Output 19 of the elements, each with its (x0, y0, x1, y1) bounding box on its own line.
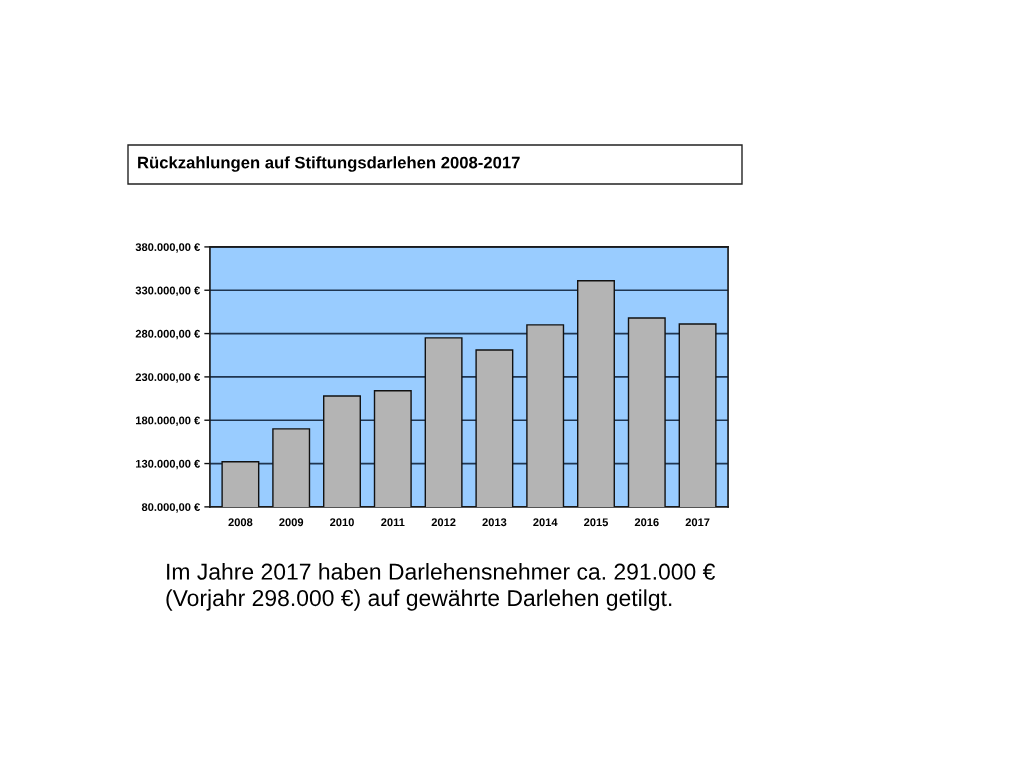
y-tick-label: 380.000,00 € (135, 243, 201, 253)
x-tick-label: 2017 (685, 518, 710, 527)
chart-title: Rückzahlungen auf Stiftungsdarlehen 2008-2017 (138, 156, 520, 172)
x-tick-label: 2011 (381, 518, 405, 527)
y-tick-label: 230.000,00 € (135, 373, 201, 383)
x-tick-label: 2009 (279, 518, 304, 527)
text: Im Jahre 2017 haben Darlehensnehmer ca. 291.000 € (Vorjahr 298.000 €) auf gewährte Darlehen getilgt. (166, 563, 716, 611)
x-tick-label: 2013 (482, 518, 507, 527)
x-tick-label: 2008 (228, 518, 253, 527)
y-tick-label: 80.000,00 € (141, 503, 201, 513)
x-tick-label: 2014 (533, 518, 558, 527)
y-tick-label: 180.000,00 € (136, 416, 201, 426)
x-tick-label: 2010 (330, 518, 354, 527)
y-tick-label: 280.000,00 € (135, 329, 201, 340)
y-tick-label: 330.000,00 € (135, 286, 201, 296)
y-tick-label: 130.000,00 € (136, 459, 201, 470)
x-tick-label: 2016 (634, 518, 659, 527)
x-tick-label: 2015 (584, 518, 609, 527)
x-tick-label: 2012 (431, 518, 456, 527)
